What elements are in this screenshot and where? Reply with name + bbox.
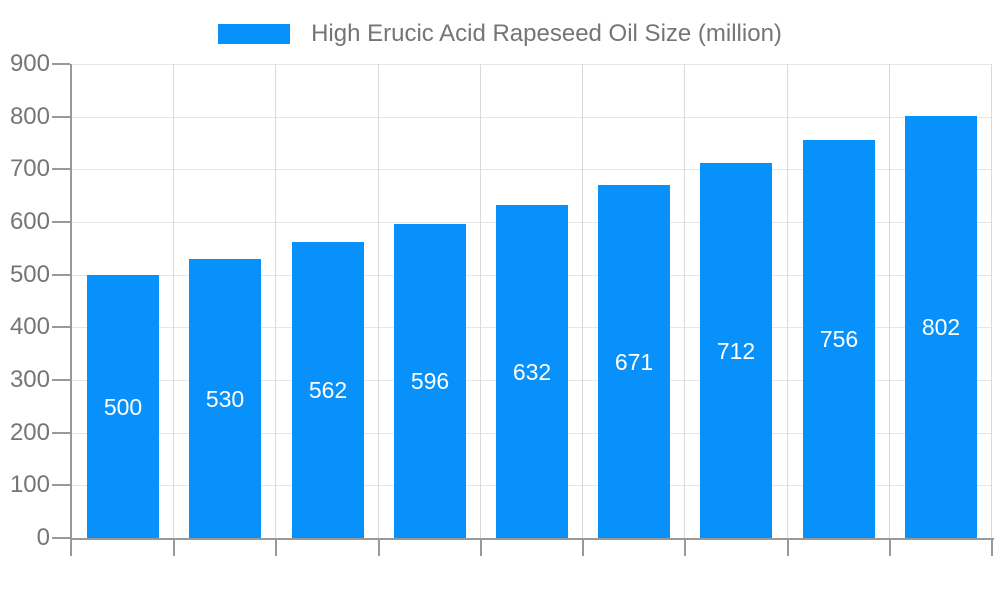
bar-2028[interactable]	[394, 224, 466, 538]
legend-swatch-icon	[218, 24, 291, 44]
y-axis-tick-800	[52, 116, 70, 118]
y-axis-label-500: 500	[9, 261, 50, 288]
y-axis-label-900: 900	[9, 50, 50, 77]
y-axis-label-0: 0	[36, 524, 50, 551]
y-gridline-900	[72, 64, 992, 65]
y-axis-label-400: 400	[9, 313, 50, 340]
x-axis-tick-8	[889, 538, 891, 556]
legend-item[interactable]: High Erucic Acid Rapeseed Oil Size (mill…	[0, 20, 1000, 48]
x-axis-tick-6	[684, 538, 686, 556]
x-gridline-5	[582, 64, 583, 538]
y-axis-tick-600	[52, 221, 70, 223]
x-axis-tick-0	[70, 538, 72, 556]
y-axis-tick-0	[52, 537, 70, 539]
y-axis-label-300: 300	[9, 366, 50, 393]
y-gridline-700	[72, 169, 992, 170]
x-axis-tick-2	[275, 538, 277, 556]
y-axis-tick-900	[52, 63, 70, 65]
x-gridline-2	[275, 64, 276, 538]
x-axis-tick-4	[480, 538, 482, 556]
y-axis-tick-100	[52, 484, 70, 486]
y-axis-label-600: 600	[9, 208, 50, 235]
x-gridline-8	[889, 64, 890, 538]
y-axis-tick-500	[52, 274, 70, 276]
legend-label: High Erucic Acid Rapeseed Oil Size (mill…	[311, 20, 782, 47]
x-axis-tick-3	[378, 538, 380, 556]
y-axis-label-700: 700	[9, 155, 50, 182]
bar-2027[interactable]	[292, 242, 364, 538]
x-gridline-6	[684, 64, 685, 538]
bar-2029[interactable]	[496, 205, 568, 538]
plot-area: 0100200300400500600700800900202520262027…	[10, 50, 994, 556]
x-gridline-1	[173, 64, 174, 538]
bar-2031[interactable]	[700, 163, 772, 538]
y-axis-tick-700	[52, 168, 70, 170]
y-axis-label-200: 200	[9, 419, 50, 446]
y-axis-label-800: 800	[9, 103, 50, 130]
bar-2033[interactable]	[905, 116, 977, 538]
x-axis-tick-7	[787, 538, 789, 556]
y-axis-line	[70, 64, 72, 538]
y-axis-tick-300	[52, 379, 70, 381]
x-gridline-9	[991, 64, 992, 538]
bar-2026[interactable]	[189, 259, 261, 538]
y-axis-label-100: 100	[9, 471, 50, 498]
x-axis-tick-5	[582, 538, 584, 556]
x-axis-tick-9	[991, 538, 993, 556]
bar-2030[interactable]	[598, 185, 670, 538]
y-axis-tick-200	[52, 432, 70, 434]
x-gridline-4	[480, 64, 481, 538]
x-gridline-7	[787, 64, 788, 538]
y-gridline-800	[72, 117, 992, 118]
x-axis-line	[70, 538, 994, 540]
bar-2025[interactable]	[87, 275, 159, 538]
x-axis-tick-1	[173, 538, 175, 556]
bar-2032[interactable]	[803, 140, 875, 538]
x-gridline-3	[378, 64, 379, 538]
y-axis-tick-400	[52, 326, 70, 328]
